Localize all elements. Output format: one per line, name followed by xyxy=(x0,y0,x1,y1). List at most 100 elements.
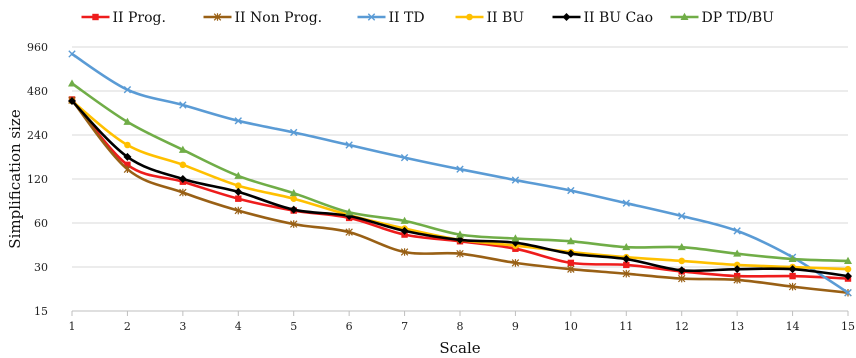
data-point xyxy=(623,261,630,269)
data-point xyxy=(345,208,354,216)
data-point xyxy=(456,249,464,258)
data-point xyxy=(733,227,741,235)
legend-label: II Non Prog. xyxy=(235,10,323,26)
y-tick-label: 480 xyxy=(27,85,48,98)
data-point xyxy=(400,216,409,224)
legend-label: II TD xyxy=(389,10,425,26)
x-tick-label: 1 xyxy=(69,320,76,333)
series-ii-td xyxy=(68,50,852,297)
data-point xyxy=(678,257,686,265)
data-point xyxy=(234,117,242,125)
data-point xyxy=(622,255,631,264)
data-point xyxy=(844,289,852,297)
x-tick-label: 8 xyxy=(457,320,464,333)
y-axis-title: Simplification size xyxy=(6,109,24,249)
legend-item-ii-bu-cao: II BU Cao xyxy=(552,10,654,26)
data-point xyxy=(234,182,242,189)
data-point xyxy=(345,228,353,236)
legend-item-ii-td: II TD xyxy=(357,10,425,26)
data-point xyxy=(68,79,76,87)
data-point xyxy=(567,265,575,273)
data-point xyxy=(566,237,575,245)
x-tick-label: 13 xyxy=(730,320,744,333)
data-point xyxy=(567,186,575,195)
data-point xyxy=(622,269,631,278)
data-point xyxy=(400,248,409,256)
x-axis-title: Scale xyxy=(439,339,480,357)
data-point xyxy=(68,50,76,58)
series-line xyxy=(70,99,850,278)
y-tick-label: 240 xyxy=(27,129,48,142)
data-point xyxy=(789,272,796,280)
data-point xyxy=(788,282,797,291)
data-point xyxy=(179,188,187,197)
data-point xyxy=(124,141,131,149)
data-point xyxy=(788,265,797,274)
x-tick-label: 7 xyxy=(401,320,408,333)
series-dp-td-bu xyxy=(68,79,852,264)
grid xyxy=(72,46,848,312)
series-ii-bu xyxy=(68,97,852,273)
data-point xyxy=(235,195,242,202)
data-point xyxy=(844,265,852,273)
data-point xyxy=(844,256,852,264)
data-point xyxy=(511,234,520,242)
data-point xyxy=(511,259,520,267)
legend-marker xyxy=(562,13,571,21)
data-point xyxy=(400,153,409,162)
y-tick-label: 120 xyxy=(27,173,48,186)
data-point xyxy=(677,242,686,251)
data-point xyxy=(456,165,464,173)
x-tick-label: 11 xyxy=(619,320,633,333)
data-point xyxy=(567,259,575,267)
data-point xyxy=(733,265,742,274)
y-tick-label: 15 xyxy=(34,305,48,318)
data-point xyxy=(511,176,520,184)
data-point xyxy=(179,161,187,169)
y-tick-label: 30 xyxy=(34,261,48,274)
legend-label: II BU xyxy=(487,10,525,26)
data-point xyxy=(345,141,353,149)
data-point xyxy=(678,212,686,220)
data-point xyxy=(622,199,630,207)
data-point xyxy=(290,128,298,137)
data-point xyxy=(178,145,187,153)
data-point xyxy=(456,235,464,244)
data-point xyxy=(677,274,686,283)
data-point xyxy=(123,117,132,125)
data-point xyxy=(622,242,631,251)
x-tick-label: 6 xyxy=(346,320,353,333)
data-point xyxy=(234,171,243,179)
y-tick-label: 60 xyxy=(34,217,48,230)
series-layer xyxy=(68,50,852,297)
data-point xyxy=(566,249,575,258)
data-point xyxy=(68,97,76,106)
data-point xyxy=(733,261,741,269)
data-point xyxy=(123,165,132,174)
legend-label: II BU Cao xyxy=(584,10,654,26)
x-tick-label: 14 xyxy=(786,320,800,333)
data-point xyxy=(178,175,187,183)
legend-label: DP TD/BU xyxy=(702,10,775,26)
data-point xyxy=(289,205,298,214)
data-point xyxy=(289,188,298,197)
x-tick-label: 12 xyxy=(675,320,689,333)
legend-marker xyxy=(92,13,99,21)
y-tick-label: 960 xyxy=(27,41,48,54)
legend-marker xyxy=(367,13,376,21)
data-point xyxy=(289,220,298,228)
data-point xyxy=(788,254,797,263)
legend-item-ii-prog: II Prog. xyxy=(81,10,166,26)
data-point xyxy=(844,272,852,281)
x-tick-label: 15 xyxy=(841,320,855,333)
legend-marker xyxy=(466,13,473,21)
legend-item-ii-bu: II BU xyxy=(455,10,525,26)
x-tick-label: 4 xyxy=(235,320,242,333)
data-point xyxy=(677,266,686,275)
data-point xyxy=(290,195,298,202)
data-point xyxy=(123,85,132,94)
x-tick-label: 9 xyxy=(512,320,519,333)
data-point xyxy=(123,152,132,161)
